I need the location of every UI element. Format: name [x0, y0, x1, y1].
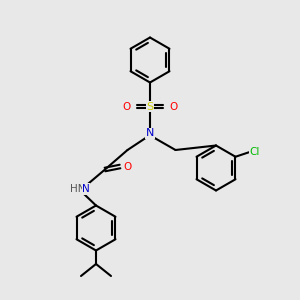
- Text: O: O: [123, 101, 131, 112]
- Text: N: N: [146, 128, 154, 139]
- Text: Cl: Cl: [250, 147, 260, 157]
- Text: O: O: [169, 101, 177, 112]
- Text: O: O: [123, 161, 132, 172]
- Text: S: S: [146, 101, 154, 112]
- Text: N: N: [82, 184, 90, 194]
- Text: HN: HN: [70, 184, 86, 194]
